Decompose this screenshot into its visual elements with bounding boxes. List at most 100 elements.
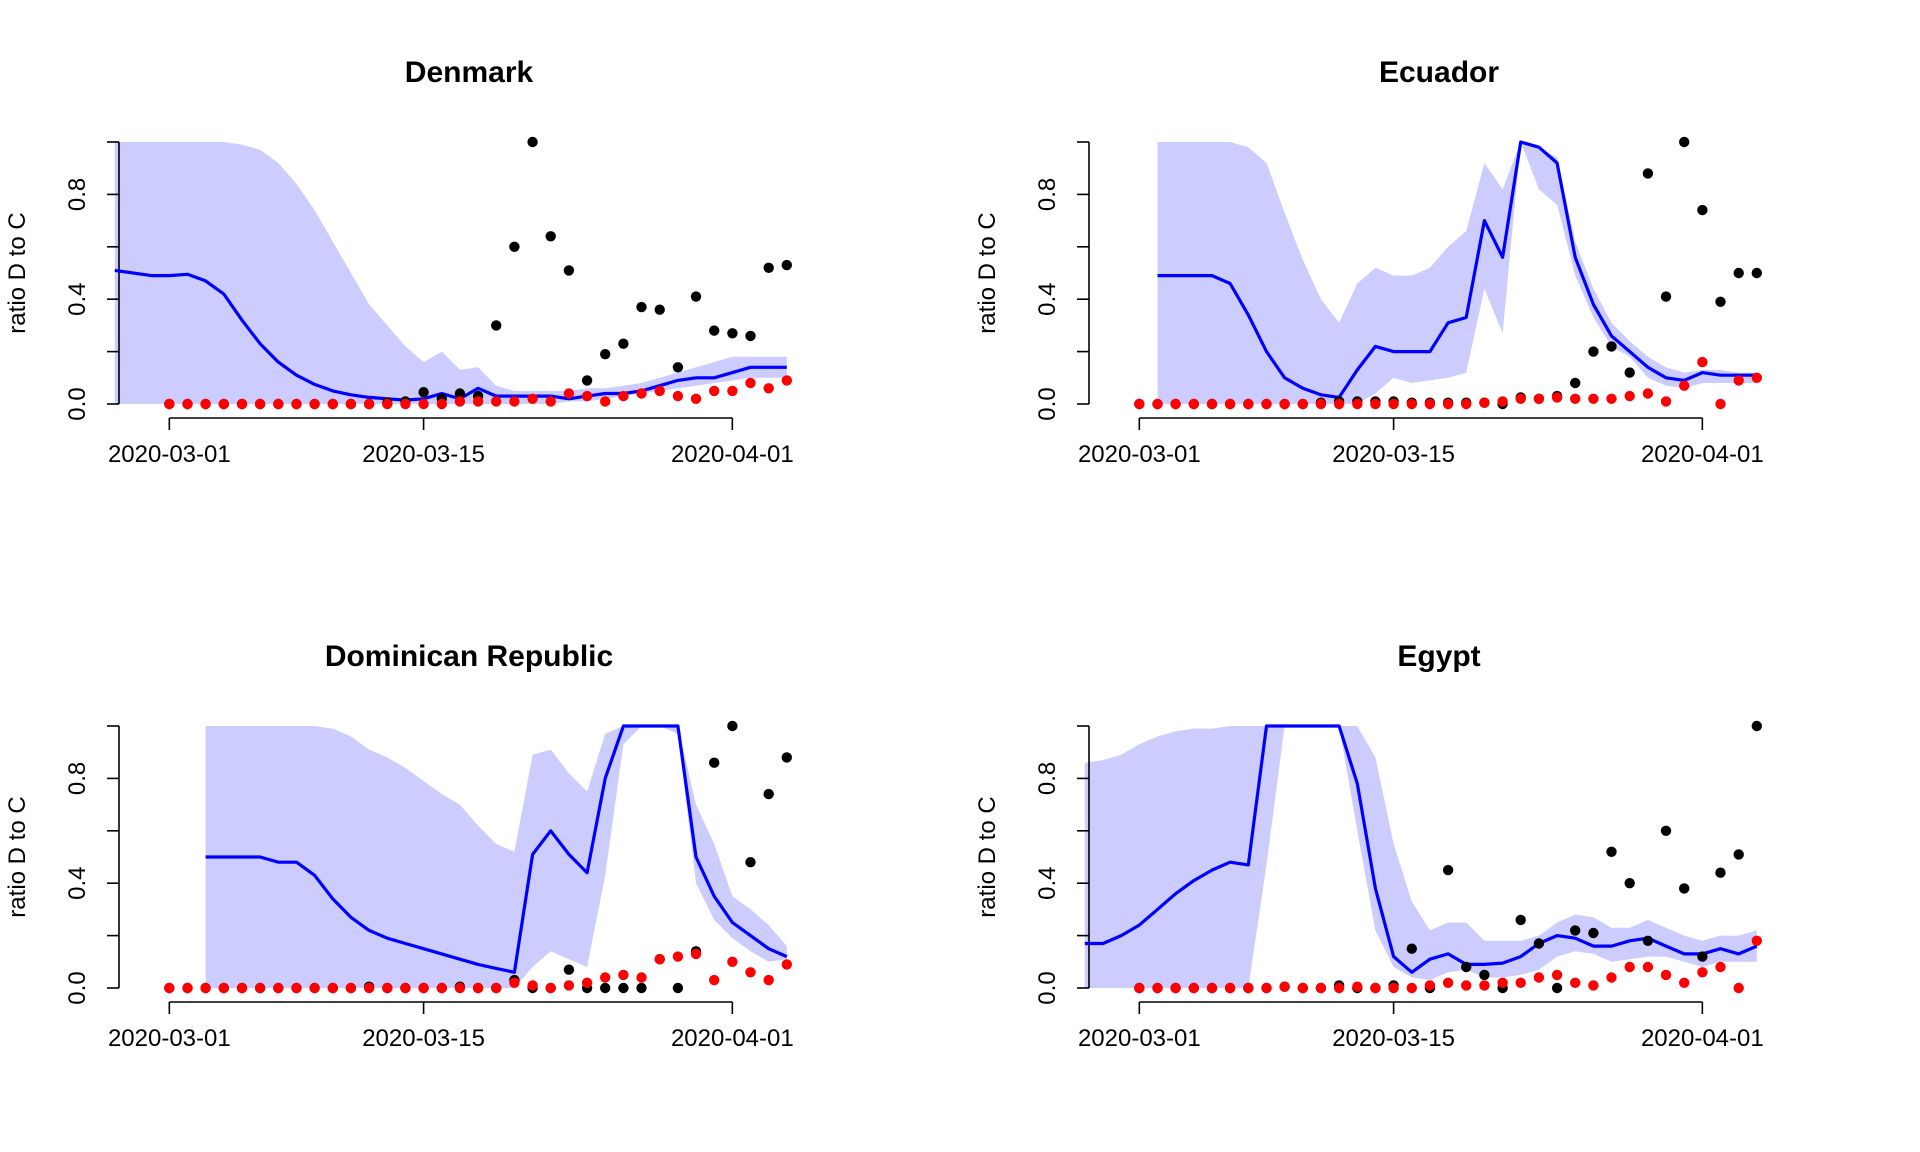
confidence-band bbox=[114, 142, 787, 404]
data-point-red bbox=[636, 972, 647, 983]
estimate-line bbox=[205, 724, 788, 974]
panel-title: Dominican Republic bbox=[325, 640, 613, 673]
data-point-red bbox=[1261, 398, 1272, 410]
data-point-red bbox=[509, 977, 520, 988]
data-point-red bbox=[1570, 977, 1581, 988]
data-point-black bbox=[563, 964, 575, 975]
data-point-black bbox=[763, 262, 774, 273]
data-point-red bbox=[745, 377, 756, 389]
data-point-black bbox=[454, 388, 466, 399]
data-point-red bbox=[1697, 356, 1708, 368]
data-point-red bbox=[436, 982, 447, 994]
data-point-red bbox=[327, 982, 338, 994]
y-axis-title: ratio D to C bbox=[974, 796, 1001, 917]
data-point-red bbox=[164, 982, 175, 994]
data-point-red bbox=[1134, 982, 1145, 994]
data-point-black bbox=[636, 982, 647, 994]
data-point-red bbox=[1606, 393, 1617, 404]
data-point-red bbox=[709, 974, 720, 986]
data-point-black bbox=[672, 982, 684, 994]
data-point-red bbox=[600, 972, 611, 983]
y-tick-label: 0.0 bbox=[1034, 971, 1061, 1004]
data-point-black bbox=[1461, 961, 1472, 973]
data-point-black bbox=[1733, 849, 1744, 860]
data-point-black bbox=[745, 857, 756, 868]
data-point-red bbox=[1533, 972, 1545, 983]
data-point-red bbox=[1243, 398, 1254, 410]
data-point-red bbox=[672, 951, 684, 962]
data-point-black bbox=[1406, 943, 1418, 954]
data-point-red bbox=[545, 396, 556, 407]
data-point-black bbox=[1515, 914, 1526, 926]
y-axis-title: ratio D to C bbox=[4, 212, 31, 333]
data-point-red bbox=[273, 398, 284, 410]
data-point-red bbox=[1279, 398, 1290, 410]
data-point-red bbox=[454, 982, 466, 994]
data-point-red bbox=[1751, 372, 1763, 383]
data-point-red bbox=[1406, 398, 1418, 410]
data-point-red bbox=[781, 375, 792, 386]
data-point-red bbox=[1370, 982, 1381, 994]
data-point-red bbox=[1442, 398, 1454, 410]
data-point-red bbox=[763, 974, 774, 986]
data-point-red bbox=[1315, 398, 1327, 410]
data-point-black bbox=[1533, 938, 1545, 949]
data-point-red bbox=[491, 982, 502, 994]
data-point-red bbox=[745, 967, 756, 978]
y-tick-label: 0.0 bbox=[64, 387, 91, 420]
panel-title: Egypt bbox=[1397, 640, 1480, 673]
data-point-black bbox=[618, 982, 629, 994]
y-tick-label: 0.0 bbox=[1034, 387, 1061, 420]
data-point-red bbox=[1461, 398, 1472, 410]
data-point-red bbox=[1388, 398, 1399, 410]
data-point-red bbox=[763, 383, 774, 394]
data-point-black bbox=[672, 362, 684, 373]
data-point-black bbox=[1715, 296, 1726, 307]
data-point-black bbox=[727, 720, 738, 732]
y-axis-title: ratio D to C bbox=[974, 212, 1001, 333]
data-point-red bbox=[672, 390, 684, 402]
panel-egypt: Egypt ratio D to C 2020-03-01 2020-03-15 2… bbox=[974, 640, 1764, 1052]
data-point-red bbox=[418, 982, 429, 994]
panel-title: Ecuador bbox=[1379, 56, 1499, 89]
data-point-red bbox=[472, 982, 484, 994]
data-point-red bbox=[1751, 935, 1763, 946]
data-point-red bbox=[527, 393, 538, 404]
data-point-red bbox=[1170, 398, 1181, 410]
data-point-red bbox=[382, 398, 393, 410]
data-point-red bbox=[1424, 398, 1436, 410]
data-point-red bbox=[1134, 398, 1145, 410]
data-point-red bbox=[581, 390, 593, 402]
data-point-red bbox=[1315, 982, 1327, 994]
data-point-red bbox=[1188, 398, 1200, 410]
data-point-red bbox=[363, 398, 375, 410]
x-tick-label: 2020-03-15 bbox=[362, 441, 485, 468]
data-point-red bbox=[618, 390, 629, 402]
data-point-red bbox=[636, 388, 647, 399]
x-tick-label: 2020-04-01 bbox=[1641, 441, 1764, 468]
data-point-red bbox=[400, 398, 411, 410]
y-tick-label: 0.8 bbox=[64, 178, 91, 211]
data-point-red bbox=[1352, 981, 1363, 992]
data-point-black bbox=[491, 320, 502, 331]
data-point-red bbox=[345, 982, 357, 994]
data-point-red bbox=[236, 982, 248, 994]
data-point-red bbox=[1333, 398, 1345, 410]
data-point-red bbox=[545, 982, 556, 994]
data-point-red bbox=[363, 982, 375, 994]
data-point-red bbox=[1515, 977, 1526, 988]
x-tick-label: 2020-04-01 bbox=[671, 441, 794, 468]
y-tick-label: 0.0 bbox=[64, 971, 91, 1004]
data-point-red bbox=[1406, 982, 1418, 994]
data-point-red bbox=[254, 398, 266, 410]
data-point-red bbox=[400, 982, 411, 994]
data-point-black bbox=[709, 325, 720, 336]
y-tick-label: 0.8 bbox=[1034, 178, 1061, 211]
y-tick-label: 0.4 bbox=[64, 283, 91, 316]
y-tick-label: 0.4 bbox=[1034, 867, 1061, 900]
confidence-band bbox=[205, 726, 787, 988]
data-point-black bbox=[509, 241, 520, 252]
data-point-red bbox=[727, 385, 738, 397]
data-point-red bbox=[436, 398, 447, 410]
